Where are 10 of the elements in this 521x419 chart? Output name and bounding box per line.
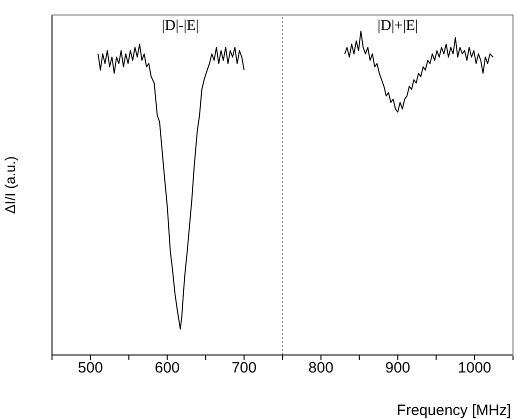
x-tick-label: 500 <box>78 360 103 377</box>
x-tick-label: 600 <box>154 360 180 377</box>
x-axis-title: Frequency [MHz] <box>396 402 511 419</box>
annotation: |D|-|E| <box>162 18 199 34</box>
y-axis-title: ΔI/I (a.u.) <box>2 156 18 214</box>
x-tick-label: 800 <box>308 360 334 377</box>
x-tick-label: 900 <box>385 360 410 377</box>
x-tick-label: 1000 <box>458 360 492 377</box>
annotation: |D|+|E| <box>378 18 418 34</box>
x-tick-label: 700 <box>232 360 257 377</box>
